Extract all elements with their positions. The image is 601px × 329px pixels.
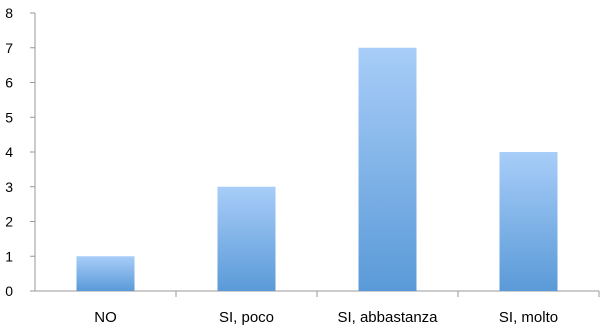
y-tick-label: 6 [5,75,13,91]
x-category-label: SI, molto [499,309,558,326]
y-axis-ticks: 0 1 2 3 4 5 6 7 8 [5,5,35,299]
bar [217,186,276,291]
x-category-label: SI, poco [219,309,274,326]
x-category-label: NO [94,309,117,326]
bar [76,256,135,291]
y-tick-label: 0 [5,283,13,299]
bar [358,47,417,291]
bars [76,47,558,291]
bar [499,152,558,291]
y-tick-label: 1 [5,248,13,264]
y-tick-label: 8 [5,5,13,21]
y-tick-label: 2 [5,214,13,230]
y-tick-label: 7 [5,40,13,56]
y-tick-label: 4 [5,144,13,160]
x-category-label: SI, abbastanza [337,309,438,326]
x-axis-labels: NO SI, poco SI, abbastanza SI, molto [94,291,600,326]
y-tick-label: 3 [5,179,13,195]
y-tick-label: 5 [5,109,13,125]
